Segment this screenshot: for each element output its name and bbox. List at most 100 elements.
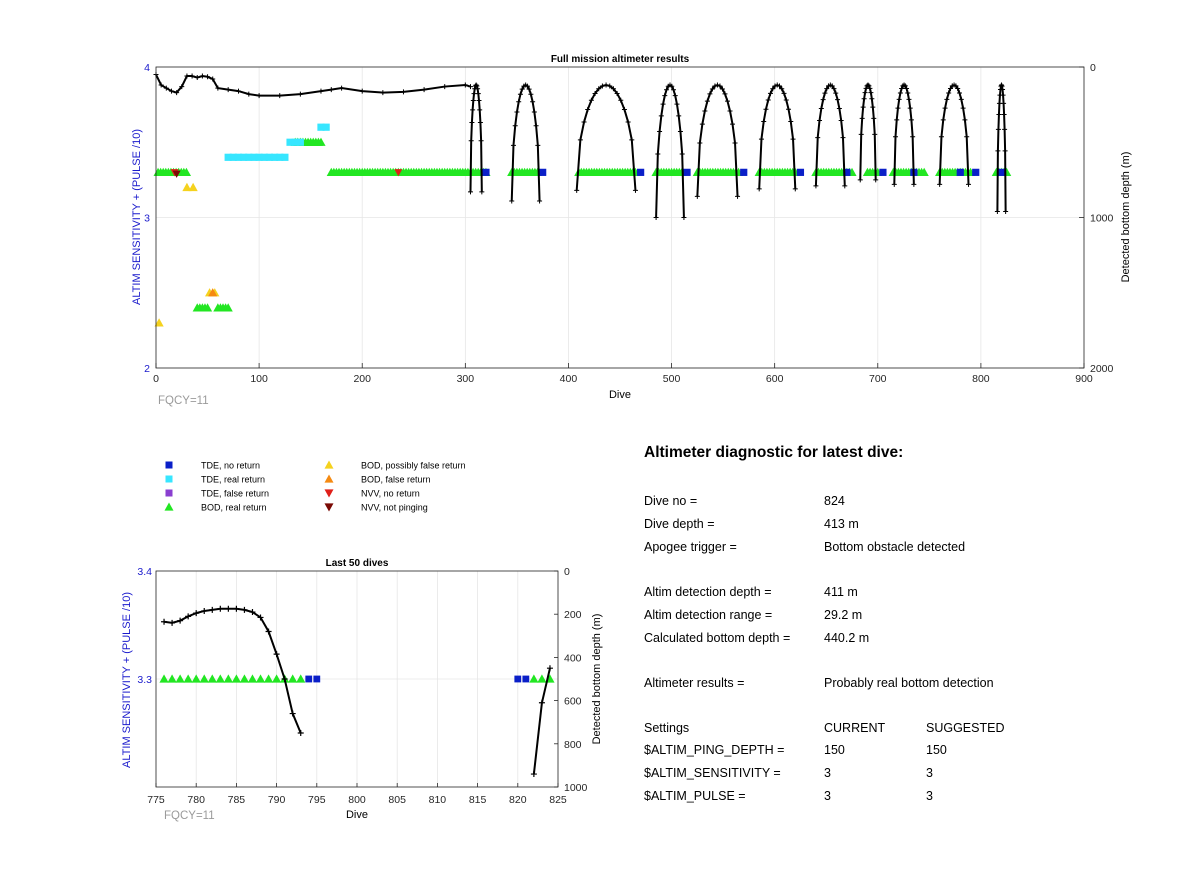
top-depth-point [761,119,767,125]
top-depth-point [199,73,205,79]
legend-marker-tde_real_return [165,475,173,483]
top-depth-point [517,91,523,97]
top-depth-point [225,87,231,93]
top-depth-point [610,86,616,92]
top-depth-point [724,98,730,104]
top-depth-point [467,189,473,195]
legend-label-bod_real_return: BOD, real return [201,503,267,513]
top-y2-tick-label: 1000 [1090,213,1114,225]
bottom-bod-real-marker [272,674,282,683]
bottom-bod-real-marker [191,674,201,683]
top-depth-point [944,96,950,102]
top-depth-point [618,97,624,103]
bottom-bod-real-marker [167,674,177,683]
top-depth-point [592,90,598,96]
diag-row-label: Calculated bottom depth = [644,631,791,645]
bottom-bod-real-marker [537,674,547,683]
top-depth-point [765,97,771,103]
top-depth-point [442,84,448,90]
top-depth-point [756,186,762,192]
top-depth-point [158,82,164,88]
top-depth-point [709,86,715,92]
bottom-bod-real-marker [231,674,241,683]
top-depth-point [421,87,427,93]
bottom-depth-point [546,665,553,672]
top-depth-point [956,90,962,96]
bottom-x-tick-label: 775 [147,794,165,806]
setting-row-value: 150 [824,743,845,757]
diag-row-label: Dive no = [644,494,698,508]
bottom-x-tick-label: 790 [268,794,286,806]
top-depth-point [588,97,594,103]
top-depth-point [205,74,211,80]
top-depth-point [632,187,638,193]
top-depth-point [779,86,785,92]
top-tde-no-return-marker [539,168,547,176]
top-depth-point [400,89,406,95]
diag-row-value: Bottom obstacle detected [824,540,966,554]
bottom-x-tick-label: 810 [429,794,447,806]
top-depth-point [681,215,687,220]
top-depth-point [704,98,710,104]
top-depth-point [625,119,631,125]
top-depth-point [512,123,518,129]
top-depth-point [767,90,773,96]
bottom-depth-point [233,605,240,612]
top-depth-point [732,140,738,146]
top-chart-data [153,72,1012,327]
top-depth-point [958,96,964,102]
top-tde-no-return-marker [879,168,887,176]
bottom-bod-real-marker [255,674,266,683]
top-bod-real-marker [202,303,213,312]
top-depth-trace [155,74,471,97]
settings-header-value: CURRENT [824,721,886,735]
bottom-depth-point [281,676,288,682]
bottom-depth-point [530,771,537,778]
top-depth-point [702,108,708,114]
top-depth-point [168,88,174,94]
top-tde-real-marker [250,153,258,161]
top-bod-possibly-false-marker [154,318,164,327]
top-tde-no-return-marker [972,168,980,176]
top-tde-real-marker [270,153,279,161]
top-depth-point [836,105,842,111]
top-depth-point [328,87,334,93]
legend-marker-nvv_not_pinging [324,503,334,512]
top-depth-point [662,93,668,99]
top-y2-tick-label: 2000 [1090,363,1114,375]
top-depth-point [670,87,676,93]
top-depth-point [339,85,345,91]
top-bod-real-marker [316,137,326,146]
bottom-bod-real-marker [247,674,258,683]
setting-row-label: $ALTIM_PING_DEPTH = [644,743,785,757]
top-y2-tick-label: 0 [1090,62,1096,74]
top-depth-point [699,121,705,127]
top-depth-point [942,105,948,111]
bottom-depth-point [297,730,304,736]
legend-label-bod_false_return: BOD, false return [361,475,431,485]
top-depth-point [607,83,613,89]
top-depth-point [964,134,970,140]
top-depth-point [842,183,848,189]
top-depth-point [824,86,830,92]
bottom-bod-real-marker [199,674,209,683]
top-depth-point [962,117,968,123]
top-y-tick-label: 2 [144,363,150,375]
top-depth-point [297,91,303,97]
bottom-x-tick-label: 780 [187,794,205,806]
bottom-chart-footnote: FQCY=11 [164,810,215,822]
top-depth-point [476,97,482,103]
top-depth-point [479,189,485,195]
top-depth-point [474,83,480,89]
bottom-depth-point [193,610,200,617]
top-nvv-not-pinging-marker [172,170,181,178]
top-depth-point [727,108,733,114]
top-x-tick-label: 200 [353,373,371,385]
top-x-tick-label: 400 [560,373,578,385]
top-depth-point [215,85,221,91]
top-depth-point [860,104,866,110]
legend-label-tde_no_return: TDE, no return [201,461,260,471]
top-depth-point [1001,100,1007,106]
bottom-x-tick-label: 825 [549,794,567,806]
